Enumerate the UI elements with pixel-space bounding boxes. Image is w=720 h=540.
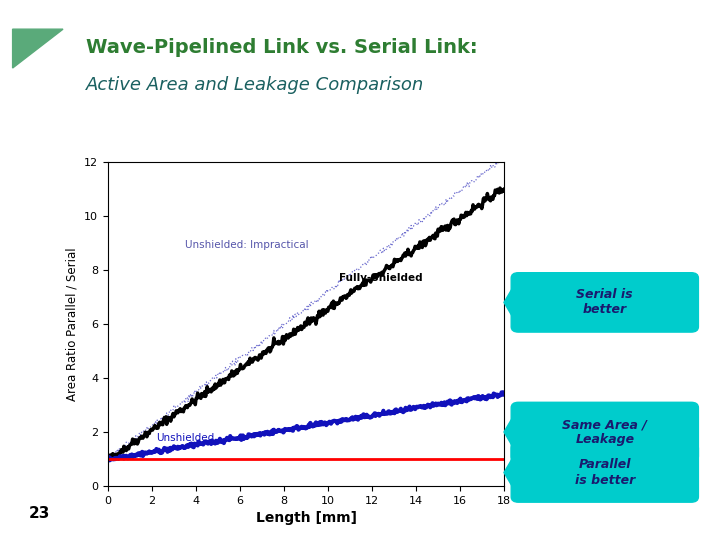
Text: Wave-Pipelined Link vs. Serial Link:: Wave-Pipelined Link vs. Serial Link:: [86, 38, 478, 57]
Polygon shape: [13, 29, 63, 68]
Polygon shape: [13, 19, 63, 68]
X-axis label: Length [mm]: Length [mm]: [256, 511, 356, 525]
Text: 23: 23: [29, 507, 50, 522]
Text: Fully-Shielded: Fully-Shielded: [339, 273, 423, 283]
Text: Serial is
better: Serial is better: [577, 288, 633, 316]
Text: Same Area /
Leakage: Same Area / Leakage: [562, 418, 647, 446]
Text: Active Area and Leakage Comparison: Active Area and Leakage Comparison: [86, 76, 425, 93]
Text: Unshielded: Unshielded: [156, 434, 215, 443]
Y-axis label: Area Ratio Parallel / Serial: Area Ratio Parallel / Serial: [66, 247, 78, 401]
Text: Parallel
is better: Parallel is better: [575, 458, 635, 487]
Text: Unshielded: Impractical: Unshielded: Impractical: [185, 240, 309, 251]
